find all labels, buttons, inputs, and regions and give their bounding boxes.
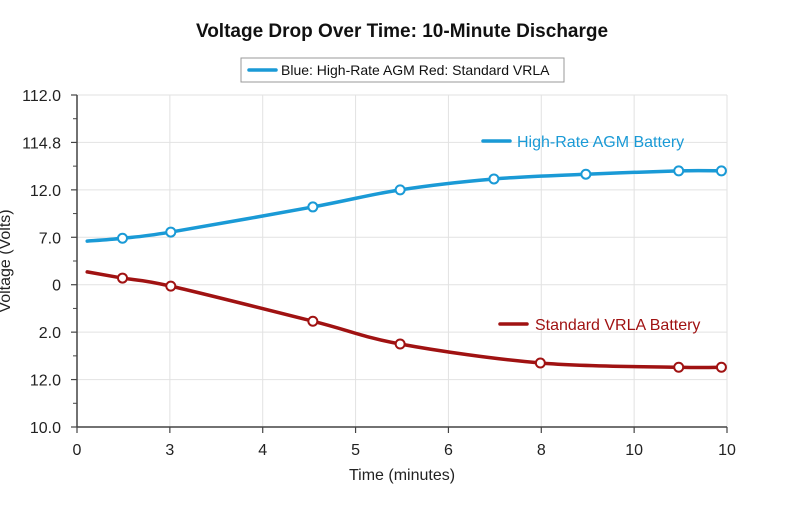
x-tick-label: 10 [625,442,643,459]
data-point [117,232,128,244]
x-tick-label: 6 [444,442,453,459]
y-tick-label: 0 [52,278,61,295]
x-tick-label: 0 [73,442,82,459]
y-tick-label: 12.0 [30,183,61,200]
data-point [580,168,592,180]
y-tick-label: 114.8 [22,135,61,152]
x-tick-label: 8 [537,442,546,459]
data-point [307,315,319,327]
y-tick-label: 2.0 [39,325,61,342]
data-point [117,272,128,284]
annotation-vrla-label: Standard VRLA Battery [535,317,700,334]
data-point [307,201,319,213]
x-tick-label: 5 [351,442,360,459]
series-line-0 [85,168,724,243]
data-point [488,173,500,185]
data-point [534,357,546,369]
x-tick-label: 3 [165,442,174,459]
data-point [673,361,685,373]
series-line-1 [85,270,724,370]
annotation-vrla: Standard VRLA Battery [498,317,700,334]
data-point [715,165,727,177]
legend-text: Blue: High-Rate AGM Red: Standard VRLA [281,62,550,78]
legend: Blue: High-Rate AGM Red: Standard VRLA [240,57,565,83]
y-tick-label: 10.0 [30,420,61,437]
y-tick-label: 7.0 [39,230,61,247]
chart-title: Voltage Drop Over Time: 10-Minute Discha… [196,21,608,42]
data-point [165,226,177,238]
data-point [673,165,685,177]
x-tick-label: 4 [258,442,267,459]
data-point [394,184,406,196]
y-axis-label: Voltage (Volts) [0,209,14,312]
data-point [165,280,177,292]
x-axis-label: Time (minutes) [349,467,455,484]
x-tick-label: 10 [718,442,736,459]
annotation-agm-label: High-Rate AGM Battery [517,134,684,151]
data-point [715,361,727,373]
y-tick-label: 12.0 [30,373,61,390]
data-point [394,338,406,350]
y-tick-label: 112.0 [22,88,61,105]
annotation-agm: High-Rate AGM Battery [481,134,684,151]
